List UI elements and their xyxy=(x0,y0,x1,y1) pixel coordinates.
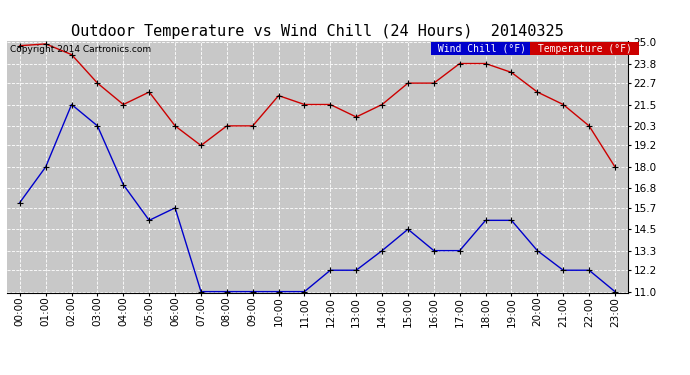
Text: Copyright 2014 Cartronics.com: Copyright 2014 Cartronics.com xyxy=(10,45,152,54)
Text: Wind Chill (°F): Wind Chill (°F) xyxy=(432,44,532,54)
Title: Outdoor Temperature vs Wind Chill (24 Hours)  20140325: Outdoor Temperature vs Wind Chill (24 Ho… xyxy=(71,24,564,39)
Text: Temperature (°F): Temperature (°F) xyxy=(531,44,638,54)
